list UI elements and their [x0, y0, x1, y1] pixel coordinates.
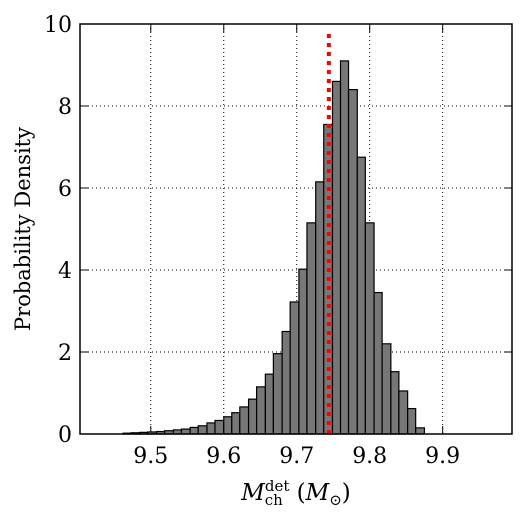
x-tick-label: 9.5 — [133, 444, 168, 469]
bar — [315, 181, 325, 435]
bar — [223, 416, 233, 435]
x-axis-label-part: ( — [289, 480, 305, 506]
x-tick-label: 9.8 — [352, 444, 387, 469]
bar — [390, 371, 400, 435]
bar — [255, 386, 266, 435]
y-tick-label: 2 — [58, 341, 72, 366]
x-axis-label: Mchdet (M⊙) — [240, 477, 351, 509]
bar — [415, 427, 426, 435]
bar — [197, 425, 208, 435]
y-tick-label: 10 — [44, 13, 72, 38]
y-tick-label: 4 — [58, 259, 72, 284]
y-tick-label: 8 — [58, 95, 72, 120]
bar — [347, 88, 358, 435]
bar — [264, 373, 274, 435]
x-axis-label-part: ) — [342, 480, 351, 506]
bar — [231, 412, 241, 435]
bar — [206, 422, 216, 435]
bar — [364, 222, 375, 435]
bar — [407, 407, 417, 435]
bar — [272, 353, 283, 435]
bar — [189, 426, 199, 435]
bar — [306, 222, 317, 435]
x-tick-label: 9.9 — [425, 444, 460, 469]
bar — [398, 390, 409, 435]
bar — [381, 343, 392, 435]
x-axis-label-part: M — [240, 480, 266, 506]
plot-frame — [79, 23, 513, 435]
y-tick-label: 6 — [58, 177, 72, 202]
bar — [214, 419, 225, 435]
bar — [373, 291, 383, 435]
bar — [239, 406, 250, 435]
x-axis-label-part: ch — [265, 491, 283, 509]
x-axis-label-part: ⊙ — [329, 491, 342, 509]
bar — [331, 80, 342, 435]
x-tick-label: 9.6 — [206, 444, 241, 469]
x-axis-label-part: M — [305, 480, 331, 506]
bar — [247, 398, 258, 435]
x-axis-label-part: det — [265, 477, 290, 495]
bar — [356, 156, 366, 435]
bar — [289, 301, 300, 435]
bar — [298, 268, 308, 435]
bar — [339, 60, 350, 435]
y-axis-label: Probability Density — [11, 127, 35, 331]
y-tick-label: 0 — [58, 423, 72, 448]
x-tick-label: 9.7 — [279, 444, 314, 469]
bar — [281, 330, 291, 435]
